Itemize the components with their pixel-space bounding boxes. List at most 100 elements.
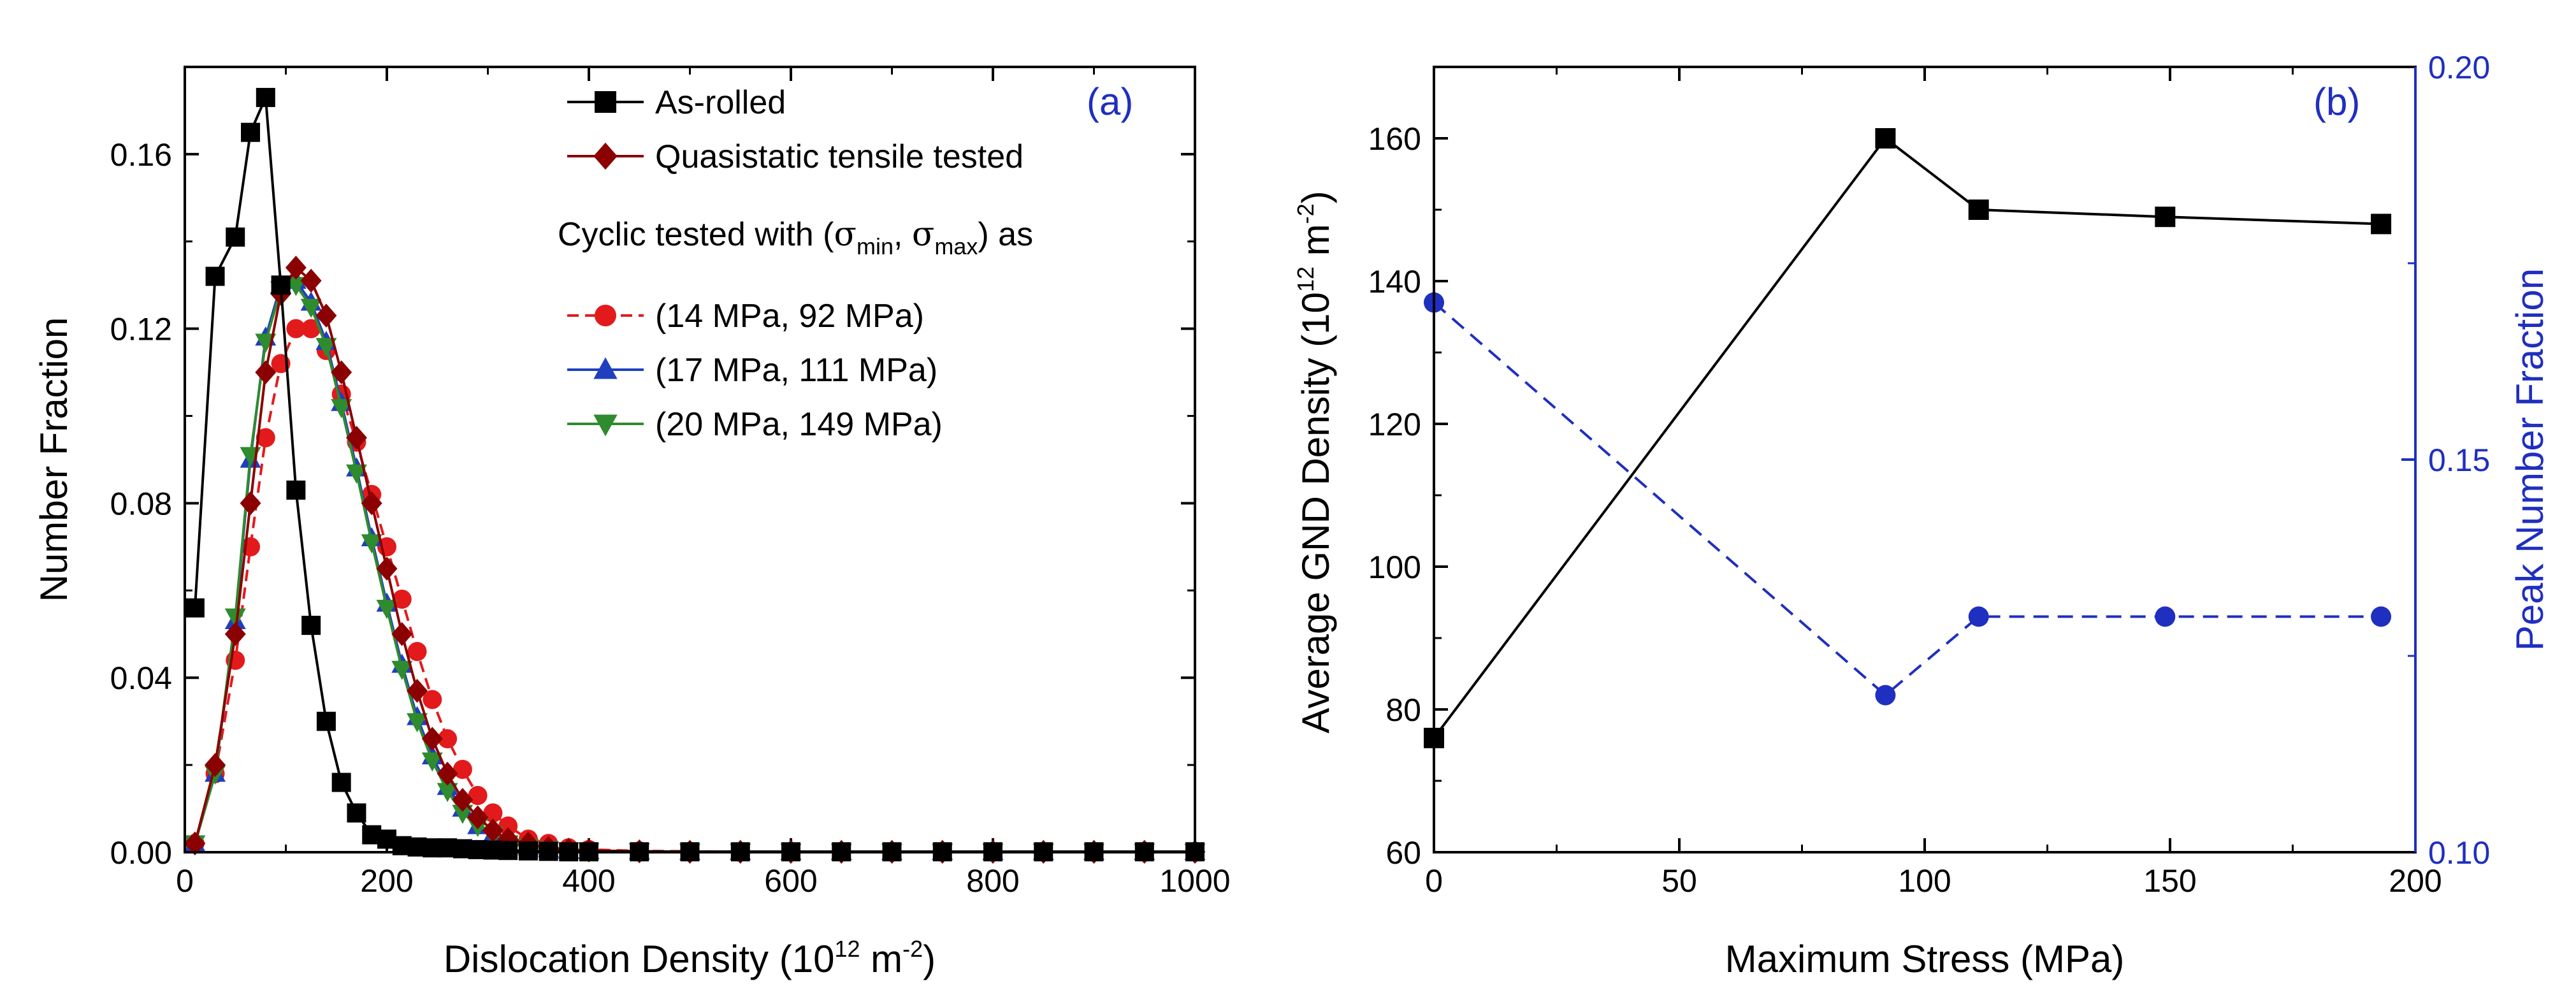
a-data-point — [285, 277, 307, 296]
a-data-point — [285, 256, 307, 280]
b-x-axis-label: Maximum Stress (MPa) — [1725, 938, 2125, 980]
a-data-point — [498, 816, 518, 836]
a-data-point — [407, 679, 428, 703]
a-data-point — [315, 338, 337, 358]
a-legend: As-rolled Quasistatic tensile tested (14 M… — [558, 84, 1033, 443]
a-data-point — [452, 804, 474, 824]
b-data-point — [1875, 128, 1896, 149]
a-data-point — [205, 753, 226, 777]
a-data-point — [345, 426, 367, 450]
a-x-tick-label: 600 — [764, 863, 817, 899]
b-y-tick-label: 80 — [1386, 692, 1421, 728]
a-data-point — [407, 642, 427, 662]
panel-b: 0 50 100 150 200 60 80 100 120 140 160 0.10 0.15 0.20… — [1292, 50, 2551, 980]
a-data-point — [331, 399, 352, 419]
a-legend-swatch-marker — [593, 357, 618, 379]
a-data-point — [240, 491, 261, 516]
a-data-point — [498, 841, 518, 861]
a-data-point — [468, 786, 488, 806]
a-data-point — [256, 87, 275, 107]
a-data-point — [331, 360, 352, 384]
a-legend-entry: (17 MPa, 111 MPa) — [567, 352, 937, 389]
legend-title-part: Cyclic tested with ( — [558, 216, 834, 253]
a-legend-label: Quasistatic tensile tested — [655, 138, 1024, 175]
a-data-point — [255, 360, 277, 384]
a-x-tick-label: 800 — [966, 863, 1019, 899]
b-series-0 — [1424, 128, 2392, 748]
a-data-point — [437, 783, 458, 803]
a-legend-label: (17 MPa, 111 MPa) — [655, 352, 937, 389]
b-y-axis-label-main: Average GND Density — [1294, 358, 1337, 733]
b-series-line — [1433, 136, 2382, 739]
legend-title-part: σ — [834, 215, 857, 254]
a-legend-entry: Quasistatic tensile tested — [567, 138, 1024, 175]
b-y2-tick-label: 0.15 — [2428, 442, 2490, 478]
a-x-axis-label-main: Dislocation Density — [444, 938, 769, 980]
a-series — [184, 87, 1206, 864]
a-legend-group-title: Cyclic tested with (σmin, σmax) as — [558, 215, 1033, 259]
b-data-point — [2371, 214, 2392, 235]
b-tick-labels: 0 50 100 150 200 60 80 100 120 140 160 0.10 0.15 0.20 — [1368, 50, 2491, 899]
a-data-point — [316, 711, 336, 731]
a-legend-label: (14 MPa, 92 MPa) — [655, 298, 924, 335]
panel-a: 0 200 400 600 800 1000 0.00 0.04 0.08 0.12 0.16 (a… — [33, 66, 1231, 980]
b-y2-tick-label: 0.10 — [2428, 835, 2490, 871]
a-data-point — [391, 660, 413, 680]
a-data-point — [241, 122, 261, 142]
a-legend-swatch-marker — [595, 305, 616, 326]
a-data-point — [452, 788, 474, 812]
b-x-tick-label: 50 — [1661, 863, 1697, 899]
b-x-tick-label: 0 — [1425, 863, 1443, 899]
b-x-tick-label: 100 — [1898, 863, 1951, 899]
a-y-tick-label: 0.12 — [110, 312, 172, 347]
a-data-point — [224, 622, 246, 646]
legend-title-part: ) as — [978, 216, 1033, 253]
a-data-point — [482, 818, 503, 843]
a-data-point — [300, 268, 322, 293]
a-data-point — [185, 598, 205, 618]
a-data-point — [300, 298, 322, 318]
a-legend-label: As-rolled — [655, 84, 786, 121]
a-data-point — [286, 319, 306, 338]
a-data-point — [205, 266, 225, 286]
a-legend-entry: (20 MPa, 149 MPa) — [567, 406, 943, 443]
a-data-point — [301, 319, 321, 338]
a-y-tick-label: 0.16 — [110, 137, 172, 173]
a-legend-swatch-marker — [595, 91, 616, 113]
a-data-point — [407, 713, 428, 732]
legend-title-part: min — [857, 233, 894, 259]
a-data-point — [226, 227, 245, 247]
a-data-point — [286, 480, 306, 500]
a-data-point — [376, 556, 398, 581]
a-legend-swatch-marker — [593, 414, 618, 437]
a-x-tick-label: 1000 — [1159, 863, 1230, 899]
a-x-axis-label: Dislocation Density (1012 m-2) — [444, 936, 936, 980]
a-data-point — [391, 622, 413, 646]
b-data-point — [2371, 606, 2392, 627]
a-data-point — [361, 491, 382, 516]
b-y-tick-label: 100 — [1368, 549, 1421, 585]
a-y-tick-label: 0.04 — [110, 660, 172, 696]
a-legend-label: (20 MPa, 149 MPa) — [655, 406, 943, 443]
b-y-tick-label: 60 — [1386, 835, 1421, 871]
a-x-tick-label: 200 — [360, 863, 413, 899]
b-series-1 — [1424, 292, 2392, 706]
a-data-point — [271, 275, 291, 295]
a-data-point — [483, 803, 503, 823]
a-data-point — [315, 303, 337, 328]
b-plot-frame — [1433, 66, 2417, 853]
b-data-point — [1968, 606, 1989, 627]
a-data-point — [467, 805, 489, 829]
b-data-point — [2155, 606, 2176, 627]
b-y2-tick-label: 0.20 — [2428, 50, 2490, 85]
a-data-point — [301, 616, 321, 635]
a-data-point — [256, 428, 275, 447]
a-data-point — [347, 803, 366, 823]
a-data-point — [437, 762, 458, 786]
a-legend-entry: As-rolled — [567, 84, 786, 121]
a-plot-frame — [184, 66, 1196, 853]
a-data-point — [376, 599, 398, 619]
b-y2-axis-label: Peak Number Fraction — [2508, 268, 2551, 651]
b-y-tick-label: 120 — [1368, 407, 1421, 442]
